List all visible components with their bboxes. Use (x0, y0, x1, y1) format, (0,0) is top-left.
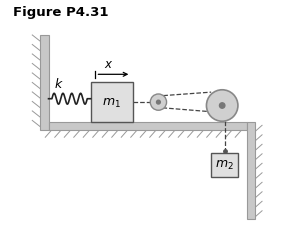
Text: $m_2$: $m_2$ (215, 159, 234, 172)
Text: $x$: $x$ (104, 58, 113, 71)
Circle shape (206, 90, 238, 122)
Text: $m_1$: $m_1$ (102, 96, 121, 109)
Bar (91, 83, 133, 122)
Text: Figure P4.31: Figure P4.31 (13, 6, 109, 19)
Bar (211, 153, 238, 177)
Circle shape (150, 94, 166, 111)
Bar (247, 122, 255, 219)
Circle shape (220, 103, 225, 109)
Bar (49, 122, 247, 131)
Circle shape (156, 101, 160, 105)
Text: k: k (55, 78, 62, 91)
Bar (40, 36, 49, 131)
